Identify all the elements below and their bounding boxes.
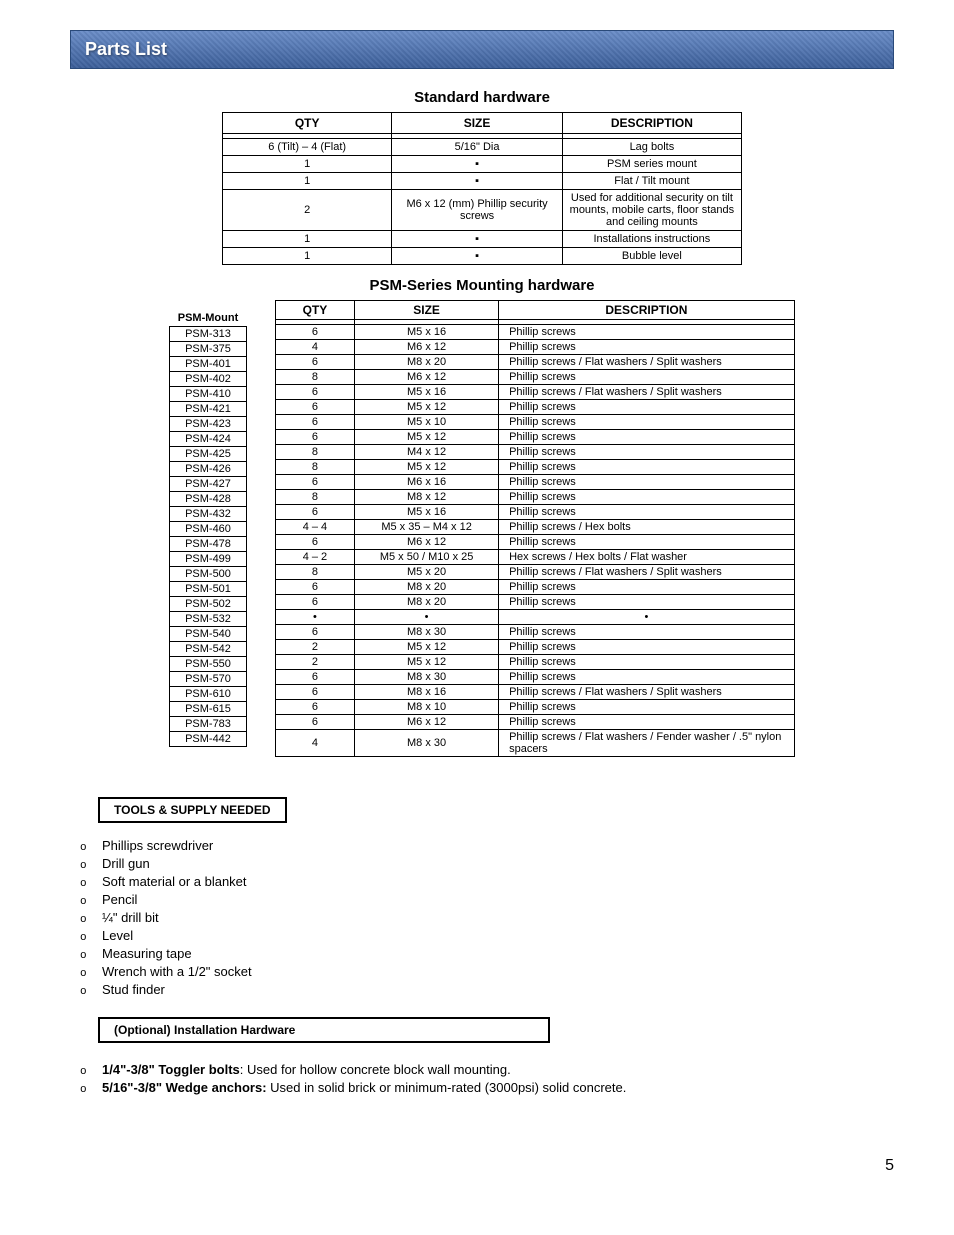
table-row: PSM-402 bbox=[170, 372, 246, 387]
table-row: PSM-401 bbox=[170, 357, 246, 372]
table-row: PSM-375 bbox=[170, 342, 246, 357]
table-row: PSM-432 bbox=[170, 507, 246, 522]
table-row: PSM-502 bbox=[170, 597, 246, 612]
table-row: 8M4 x 12Phillip screws bbox=[275, 445, 794, 460]
hw-col-header: DESCRIPTION bbox=[499, 301, 795, 320]
table-row: PSM-550 bbox=[170, 657, 246, 672]
table-row: PSM-478 bbox=[170, 537, 246, 552]
table-row: PSM-540 bbox=[170, 627, 246, 642]
table-row: PSM-570 bbox=[170, 672, 246, 687]
table-row: 8M5 x 12Phillip screws bbox=[275, 460, 794, 475]
psm-hardware-title: PSM-Series Mounting hardware bbox=[70, 277, 894, 294]
table-row: 4M6 x 12Phillip screws bbox=[275, 340, 794, 355]
table-row: PSM-427 bbox=[170, 477, 246, 492]
std-col-header: DESCRIPTION bbox=[562, 113, 741, 134]
list-item: Level bbox=[80, 927, 894, 945]
table-row: 6M8 x 20Phillip screws bbox=[275, 595, 794, 610]
table-row: 1▪Flat / Tilt mount bbox=[223, 173, 742, 190]
hw-col-header: SIZE bbox=[355, 301, 499, 320]
list-item: Stud finder bbox=[80, 981, 894, 999]
table-row: PSM-442 bbox=[170, 732, 246, 747]
list-item: Pencil bbox=[80, 891, 894, 909]
table-row: 6M5 x 16Phillip screws / Flat washers / … bbox=[275, 385, 794, 400]
table-row: PSM-460 bbox=[170, 522, 246, 537]
table-row: PSM-499 bbox=[170, 552, 246, 567]
mount-header: PSM-Mount bbox=[170, 310, 246, 327]
psm-mount-table: PSM-MountPSM-313PSM-375PSM-401PSM-402PSM… bbox=[169, 310, 246, 747]
table-row: 1▪PSM series mount bbox=[223, 156, 742, 173]
table-row: PSM-421 bbox=[170, 402, 246, 417]
table-row: 1▪Bubble level bbox=[223, 248, 742, 265]
table-row: 6M5 x 12Phillip screws bbox=[275, 430, 794, 445]
psm-hardware-table: QTYSIZEDESCRIPTION 6M5 x 16Phillip screws… bbox=[275, 300, 795, 757]
std-col-header: QTY bbox=[223, 113, 392, 134]
table-row: PSM-426 bbox=[170, 462, 246, 477]
tools-label: TOOLS & SUPPLY NEEDED bbox=[98, 797, 287, 823]
table-row: PSM-615 bbox=[170, 702, 246, 717]
page-title: Parts List bbox=[85, 39, 167, 59]
table-row: 6M6 x 12Phillip screws bbox=[275, 535, 794, 550]
list-item: 1/4"-3/8" Toggler bolts: Used for hollow… bbox=[80, 1061, 894, 1079]
table-row: 8M5 x 20Phillip screws / Flat washers / … bbox=[275, 565, 794, 580]
table-row: PSM-423 bbox=[170, 417, 246, 432]
standard-hardware-table: QTYSIZEDESCRIPTION 6 (Tilt) – 4 (Flat)5/1… bbox=[222, 112, 742, 265]
table-row: PSM-783 bbox=[170, 717, 246, 732]
page-header: Parts List bbox=[70, 30, 894, 69]
table-row: 6M8 x 10Phillip screws bbox=[275, 700, 794, 715]
table-row: 6M8 x 16Phillip screws / Flat washers / … bbox=[275, 685, 794, 700]
table-row: PSM-500 bbox=[170, 567, 246, 582]
psm-section: PSM-MountPSM-313PSM-375PSM-401PSM-402PSM… bbox=[70, 300, 894, 757]
table-row: 8M8 x 12Phillip screws bbox=[275, 490, 794, 505]
list-item: ¼" drill bit bbox=[80, 909, 894, 927]
table-row: PSM-425 bbox=[170, 447, 246, 462]
table-row: PSM-532 bbox=[170, 612, 246, 627]
table-row: 6M5 x 16Phillip screws bbox=[275, 505, 794, 520]
table-row: 6M8 x 20Phillip screws bbox=[275, 580, 794, 595]
table-row: 6M5 x 16Phillip screws bbox=[275, 325, 794, 340]
table-row: 6 (Tilt) – 4 (Flat)5/16" DiaLag bolts bbox=[223, 139, 742, 156]
table-row: PSM-428 bbox=[170, 492, 246, 507]
table-row: 4 – 4M5 x 35 – M4 x 12Phillip screws / H… bbox=[275, 520, 794, 535]
table-row: PSM-610 bbox=[170, 687, 246, 702]
tools-list: Phillips screwdriverDrill gunSoft materi… bbox=[70, 837, 894, 999]
list-item: Phillips screwdriver bbox=[80, 837, 894, 855]
table-row: PSM-424 bbox=[170, 432, 246, 447]
table-row: 1▪Installations instructions bbox=[223, 231, 742, 248]
list-item: Soft material or a blanket bbox=[80, 873, 894, 891]
table-row: 2M6 x 12 (mm) Phillip security screwsUse… bbox=[223, 190, 742, 231]
optional-list: 1/4"-3/8" Toggler bolts: Used for hollow… bbox=[70, 1061, 894, 1097]
optional-label: (Optional) Installation Hardware bbox=[98, 1017, 550, 1043]
table-row: 6M6 x 12Phillip screws bbox=[275, 715, 794, 730]
table-row: 6M8 x 30Phillip screws bbox=[275, 670, 794, 685]
table-row: 8M6 x 12Phillip screws bbox=[275, 370, 794, 385]
list-item: 5/16"-3/8" Wedge anchors: Used in solid … bbox=[80, 1079, 894, 1097]
list-item: Drill gun bbox=[80, 855, 894, 873]
table-row: PSM-542 bbox=[170, 642, 246, 657]
standard-hardware-title: Standard hardware bbox=[70, 89, 894, 106]
table-row: PSM-410 bbox=[170, 387, 246, 402]
table-row: 6M5 x 10Phillip screws bbox=[275, 415, 794, 430]
page-number: 5 bbox=[70, 1157, 894, 1175]
table-row: 2M5 x 12Phillip screws bbox=[275, 655, 794, 670]
std-col-header: SIZE bbox=[392, 113, 562, 134]
table-row: 6M6 x 16Phillip screws bbox=[275, 475, 794, 490]
table-row: PSM-501 bbox=[170, 582, 246, 597]
hw-col-header: QTY bbox=[275, 301, 354, 320]
table-row: 2M5 x 12Phillip screws bbox=[275, 640, 794, 655]
list-item: Measuring tape bbox=[80, 945, 894, 963]
table-row: 4 – 2M5 x 50 / M10 x 25Hex screws / Hex … bbox=[275, 550, 794, 565]
table-row: 6M5 x 12Phillip screws bbox=[275, 400, 794, 415]
table-row: 6M8 x 20Phillip screws / Flat washers / … bbox=[275, 355, 794, 370]
table-row: ••• bbox=[275, 610, 794, 625]
table-row: 6M8 x 30Phillip screws bbox=[275, 625, 794, 640]
table-row: PSM-313 bbox=[170, 327, 246, 342]
list-item: Wrench with a 1/2" socket bbox=[80, 963, 894, 981]
table-row: 4M8 x 30Phillip screws / Flat washers / … bbox=[275, 730, 794, 757]
